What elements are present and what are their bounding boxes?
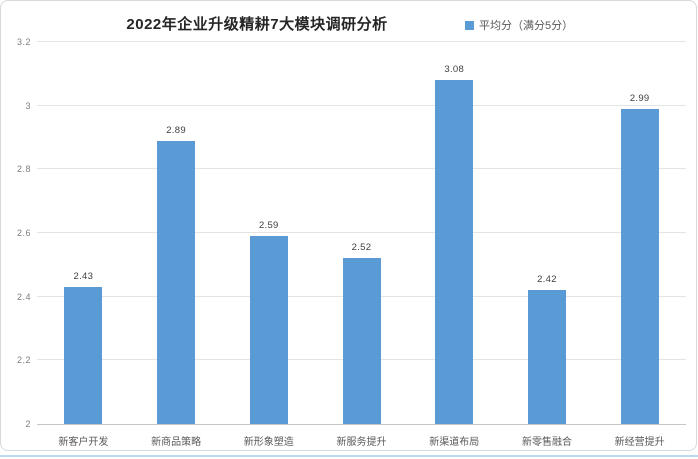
- bar-value-label: 2.59: [258, 220, 279, 232]
- bar-slot: 2.99 新经营提升: [593, 42, 686, 448]
- bottom-edge-line: [0, 455, 698, 457]
- bar-slot: 2.59 新形象塑造: [222, 42, 315, 448]
- bar-value-label: 2.52: [351, 242, 372, 254]
- bar[interactable]: [249, 236, 288, 424]
- x-tick-label: 新渠道布局: [429, 437, 480, 448]
- legend[interactable]: 平均分（满分5分）: [465, 17, 573, 33]
- bar[interactable]: [157, 140, 196, 424]
- bar-slot: 2.43 新客户开发: [37, 42, 130, 448]
- bar-value-label: 2.42: [537, 274, 557, 286]
- bars-row: 2.43 新客户开发 2.89 新商品策略 2.59 新形象塑造 2.52 新服务提升 3.08…: [37, 42, 686, 448]
- gridline: [37, 104, 686, 106]
- x-tick-label: 新商品策略: [151, 437, 202, 448]
- bar-slot: 3.08 新渠道布局: [408, 42, 501, 448]
- y-tick-label: 2.2: [16, 355, 31, 366]
- bar[interactable]: [620, 108, 659, 424]
- y-tick-label: 3.2: [16, 37, 31, 47]
- y-tick-label: 2: [25, 419, 31, 429]
- bar-slot: 2.52 新服务提升: [315, 42, 408, 448]
- bar-value-label: 2.99: [629, 92, 650, 104]
- x-tick-label: 新形象塑造: [243, 437, 294, 448]
- bar-value-label: 2.43: [73, 271, 94, 283]
- bar-value-label: 3.08: [444, 64, 465, 76]
- gridline: [37, 232, 686, 233]
- bar[interactable]: [527, 290, 566, 424]
- x-tick-label: 新服务提升: [336, 437, 387, 448]
- bar-value-label: 2.89: [166, 124, 186, 136]
- bar[interactable]: [435, 80, 474, 424]
- chart-title: 2022年企业升级精耕7大模块调研分析: [126, 16, 388, 33]
- bar[interactable]: [342, 258, 381, 424]
- y-tick-label: 2.4: [16, 291, 31, 302]
- y-tick-label: 3: [25, 100, 31, 111]
- x-tick-label: 新零售融合: [521, 437, 572, 448]
- bar[interactable]: [64, 287, 103, 424]
- y-tick-label: 2.8: [16, 164, 31, 175]
- legend-label: 平均分（满分5分）: [479, 20, 574, 32]
- gridline: [37, 168, 686, 170]
- gridline: [37, 41, 686, 42]
- legend-swatch-icon: [465, 20, 474, 30]
- x-tick-label: 新客户开发: [58, 437, 109, 448]
- y-axis: 3.2 3 2.8 2.6 2.4 2.2 2: [1, 37, 31, 429]
- bar-slot: 2.89 新商品策略: [130, 42, 223, 448]
- x-tick-label: 新经营提升: [614, 437, 665, 448]
- bar-slot: 2.42 新零售融合: [501, 42, 594, 448]
- y-tick-label: 2.6: [16, 228, 31, 238]
- plot-area: 2.43 新客户开发 2.89 新商品策略 2.59 新形象塑造 2.52 新服务提升 3.08…: [37, 41, 686, 448]
